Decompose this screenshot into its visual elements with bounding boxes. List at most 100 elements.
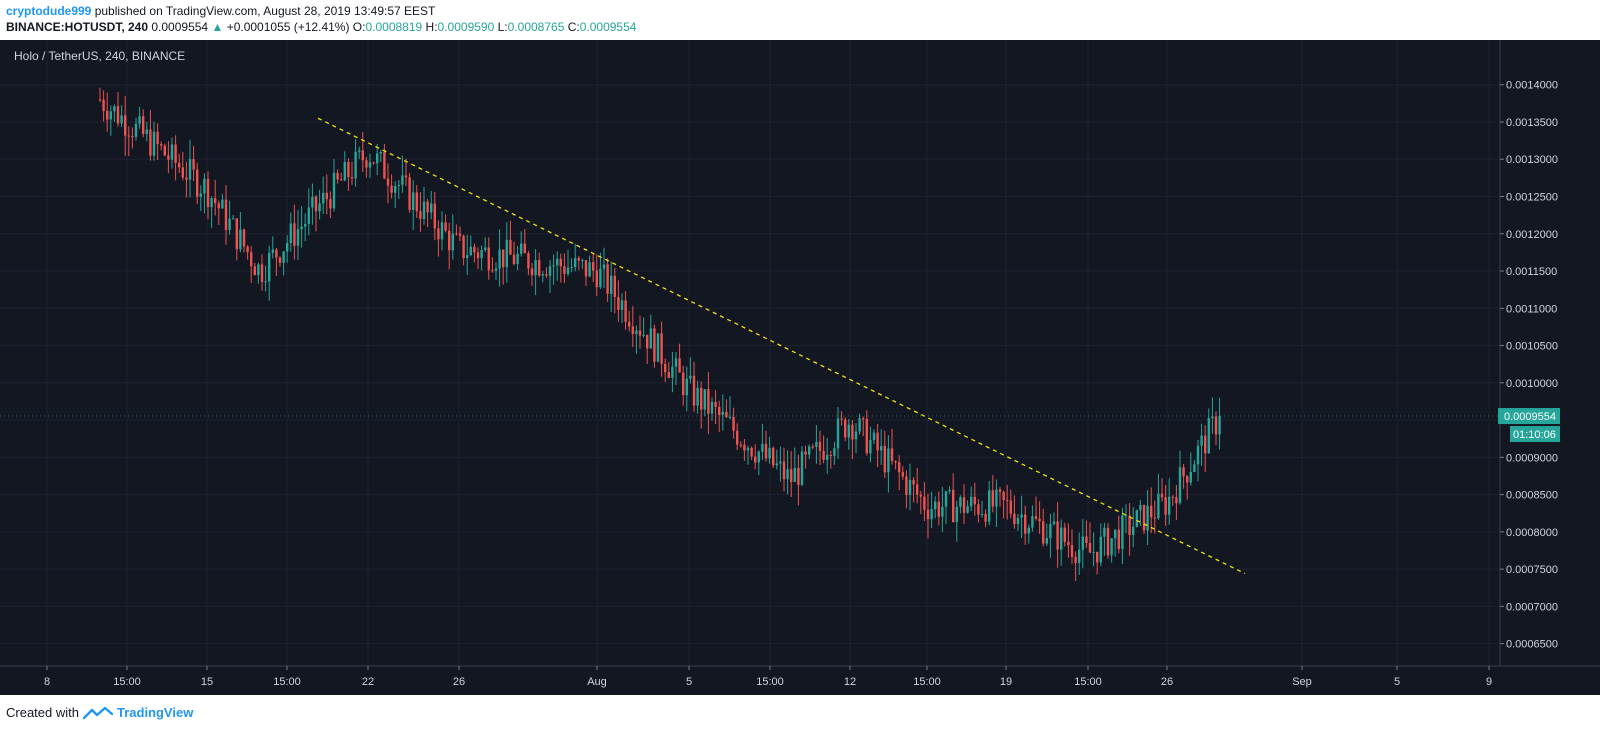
candle — [152, 121, 156, 161]
candle — [527, 250, 530, 276]
candle — [1085, 520, 1088, 548]
candle — [419, 192, 422, 232]
candle — [847, 419, 850, 450]
candle — [689, 357, 692, 384]
candle — [127, 126, 130, 157]
candle — [433, 191, 436, 241]
candle — [782, 447, 786, 492]
candle — [1207, 408, 1210, 454]
candle — [1139, 499, 1142, 527]
candle — [311, 183, 314, 225]
candle — [196, 162, 199, 205]
y-tick-label: 0.0011000 — [1506, 303, 1557, 315]
chart-header: cryptodude999 published on TradingView.c… — [0, 0, 1600, 40]
chart-pane[interactable]: 0.0006500 0.0007000 0.0007500 0.0008000 0.00… — [0, 40, 1600, 695]
candle — [664, 358, 667, 383]
publish-line: cryptodude999 published on TradingView.c… — [6, 4, 435, 18]
grid-lines — [0, 40, 1500, 666]
candle — [451, 214, 454, 260]
candle — [966, 500, 969, 514]
candle — [790, 450, 793, 498]
candle — [430, 190, 433, 220]
candle — [1031, 505, 1034, 532]
tradingview-logo-icon — [82, 706, 113, 719]
x-tick-label: 15:00 — [113, 676, 141, 688]
candlestick-chart[interactable]: 0.0006500 0.0007000 0.0007500 0.0008000 0.00… — [0, 40, 1600, 695]
candle — [764, 430, 768, 462]
candle — [786, 450, 789, 495]
candle — [145, 122, 148, 142]
x-tick-label: 19 — [1000, 676, 1012, 688]
x-tick-label: 15 — [201, 676, 213, 688]
candle — [1132, 506, 1135, 548]
symbol-label: BINANCE:HOTUSDT, 240 — [6, 20, 149, 34]
candle — [898, 455, 901, 491]
footer: Created with TradingView — [0, 695, 1600, 743]
candle — [876, 424, 879, 468]
candle — [188, 139, 192, 198]
y-tick-label: 0.0014000 — [1506, 80, 1558, 92]
x-tick-label: 22 — [362, 676, 374, 688]
candle — [991, 475, 994, 513]
candle — [343, 151, 346, 182]
candle — [1214, 411, 1218, 446]
candle — [844, 417, 847, 442]
candle — [808, 444, 811, 460]
candle — [718, 400, 721, 432]
axes: 0.0006500 0.0007000 0.0007500 0.0008000 0.00… — [0, 40, 1600, 695]
candle — [1020, 495, 1023, 539]
candle — [174, 135, 177, 181]
candle — [1182, 464, 1185, 489]
candle — [332, 159, 336, 212]
candle — [908, 463, 912, 511]
candle — [552, 254, 555, 285]
candle — [134, 117, 138, 141]
candle — [984, 509, 987, 528]
candle — [239, 212, 242, 253]
close-value: 0.0009554 — [579, 20, 637, 34]
candle — [1052, 512, 1056, 526]
candle — [743, 439, 746, 461]
candle — [541, 271, 544, 283]
up-arrow-icon: ▲ — [211, 20, 224, 34]
candle — [854, 423, 858, 454]
candle — [840, 411, 843, 426]
x-tick-label: 15:00 — [756, 676, 784, 688]
candle — [570, 258, 573, 273]
candle — [894, 460, 897, 470]
candle — [811, 443, 814, 450]
x-tick-label: Sep — [1292, 676, 1312, 688]
author-link[interactable]: cryptodude999 — [6, 4, 92, 18]
candle — [170, 137, 174, 169]
price-axis[interactable] — [1500, 40, 1600, 695]
high-label: H: — [425, 20, 438, 34]
open-label: O: — [352, 20, 366, 34]
candle — [368, 153, 372, 179]
candle — [610, 261, 613, 312]
x-tick-label: 15:00 — [1074, 676, 1102, 688]
candle — [696, 380, 699, 414]
open-value: 0.0008819 — [365, 20, 423, 34]
candle — [509, 220, 512, 256]
candle — [1153, 500, 1156, 534]
published-text: published on TradingView.com, August 28,… — [94, 4, 436, 18]
candle — [1160, 478, 1164, 502]
pane-title: Holo / TetherUS, 240, BINANCE — [14, 49, 186, 63]
candle — [1024, 505, 1027, 545]
candle — [779, 446, 782, 482]
candle — [887, 435, 890, 493]
candle — [214, 179, 217, 216]
candle — [347, 158, 350, 191]
x-tick-label: 12 — [844, 676, 856, 688]
x-tick-label: 26 — [1161, 676, 1173, 688]
candle — [268, 245, 271, 301]
candle — [293, 204, 296, 260]
candle — [505, 222, 508, 283]
countdown-badge — [1510, 426, 1560, 443]
footer-credit[interactable]: Created with TradingView — [6, 705, 193, 720]
candle — [638, 315, 642, 349]
candle — [376, 143, 379, 175]
candle — [271, 236, 274, 259]
candle — [264, 265, 267, 292]
candle — [289, 212, 292, 252]
